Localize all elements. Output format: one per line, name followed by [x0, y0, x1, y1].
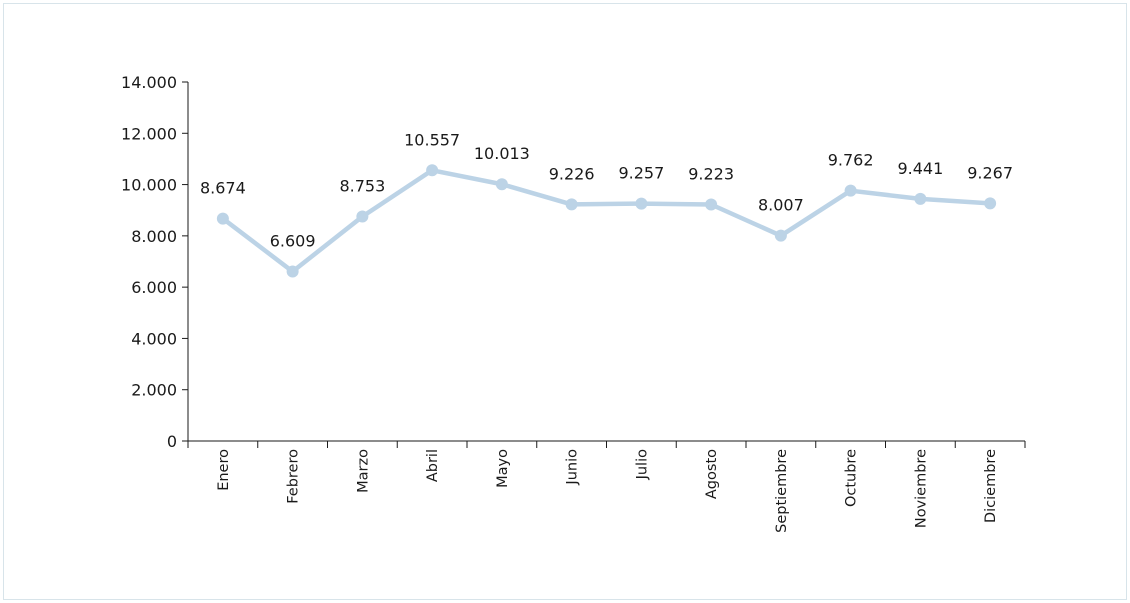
data-point	[984, 197, 997, 210]
x-tick-label: Marzo	[355, 449, 371, 493]
x-tick-label: Junio	[565, 449, 581, 486]
x-tick-label: Abril	[425, 449, 441, 482]
data-label: 8.753	[339, 177, 385, 196]
data-point	[286, 265, 299, 278]
y-tick-label: 2.000	[131, 381, 177, 400]
data-label: 6.609	[270, 232, 316, 251]
y-tick-label: 0	[167, 432, 177, 451]
data-point	[705, 198, 718, 211]
data-label: 10.557	[404, 130, 460, 149]
data-point	[356, 210, 369, 223]
x-tick-label: Febrero	[286, 449, 302, 504]
data-label: 9.223	[688, 164, 734, 183]
data-label: 9.762	[828, 151, 874, 170]
y-axis-ticks: 0 2.000 4.000 6.000 8.000 10.000 12.000 14.000	[121, 73, 188, 451]
y-tick-label: 8.000	[131, 227, 177, 246]
data-point	[426, 164, 439, 177]
data-point	[565, 198, 578, 211]
x-tick-label: Octubre	[844, 449, 860, 507]
x-tick-label: Noviembre	[913, 449, 929, 528]
x-tick-label: Septiembre	[774, 449, 790, 533]
series	[216, 164, 997, 278]
x-axis-ticks: Enero Febrero Marzo Abril Mayo Junio Julio Agos…	[187, 441, 1026, 533]
chart-frame	[3, 3, 1127, 600]
data-point	[495, 178, 508, 191]
x-tick-label: Julio	[634, 449, 650, 481]
data-point	[844, 184, 857, 197]
data-point	[216, 212, 229, 225]
axes	[187, 82, 1025, 442]
series-line	[220, 168, 993, 274]
data-point	[774, 229, 787, 242]
x-tick-label: Diciembre	[983, 449, 999, 523]
x-tick-label: Enero	[216, 449, 232, 491]
y-tick-label: 6.000	[131, 278, 177, 297]
data-point	[635, 197, 648, 210]
y-tick-label: 4.000	[131, 329, 177, 348]
data-label: 10.013	[474, 144, 530, 163]
data-point	[914, 192, 927, 205]
y-tick-label: 14.000	[121, 73, 177, 92]
data-label: 9.267	[967, 163, 1013, 182]
data-label: 9.257	[618, 164, 664, 183]
data-labels: 8.674 6.609 8.753 10.557 10.013 9.226 9.257 9.2…	[200, 130, 1013, 250]
x-tick-label: Mayo	[495, 449, 511, 488]
data-label: 9.226	[549, 164, 595, 183]
y-tick-label: 12.000	[121, 124, 177, 143]
y-tick-label: 10.000	[121, 176, 177, 195]
x-tick-label: Agosto	[704, 449, 720, 499]
data-label: 8.007	[758, 196, 804, 215]
data-label: 8.674	[200, 179, 246, 198]
data-label: 9.441	[897, 159, 943, 178]
